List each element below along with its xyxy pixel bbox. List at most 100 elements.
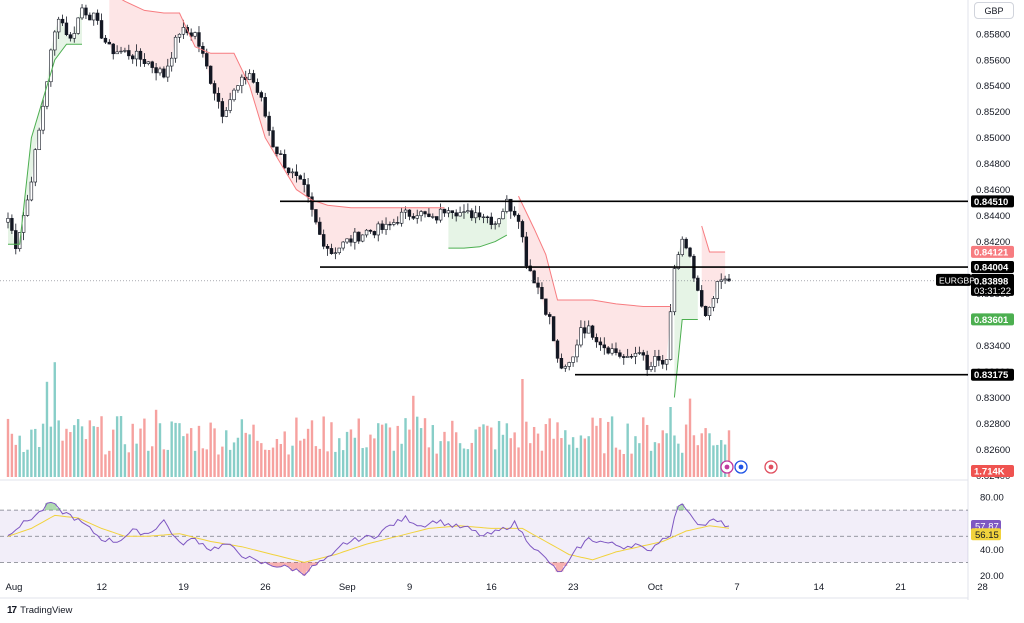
candle-body (524, 236, 529, 267)
volume-bar (575, 447, 579, 477)
volume-bar (291, 445, 294, 477)
volume-bar (345, 431, 349, 477)
candle-body (403, 209, 408, 213)
candle-body (111, 43, 115, 55)
candle-body (92, 12, 96, 21)
volume-bar (123, 444, 127, 477)
volume-bar (427, 447, 431, 477)
volume-bar (642, 417, 645, 477)
volume-bar (353, 437, 357, 477)
volume-bar (688, 398, 692, 477)
volume-bar (532, 426, 536, 477)
candle-body (333, 252, 338, 254)
candle-body (103, 37, 108, 43)
supertrend-up-fill (448, 199, 507, 249)
candle-body (614, 348, 618, 354)
volume-bar (84, 439, 88, 477)
price-label-text: 1.714K (974, 467, 1005, 478)
volume-bar (76, 419, 80, 477)
volume-bar (595, 425, 598, 477)
volume-bar (470, 442, 473, 477)
event-icons[interactable] (720, 460, 778, 474)
volume-bar (151, 446, 154, 477)
volume-bar (716, 444, 719, 477)
volume-bar (568, 444, 571, 477)
volume-bar (302, 438, 306, 477)
volume-bar (53, 362, 56, 477)
candle-body (446, 210, 451, 214)
candle-body (497, 218, 501, 225)
volume-bar (88, 420, 92, 477)
volume-bar (225, 430, 228, 477)
volume-bar (501, 434, 505, 477)
volume-bar (314, 446, 318, 477)
candle-body (633, 353, 638, 357)
volume-bar (622, 454, 625, 477)
candle-body (462, 211, 466, 213)
volume-bar (536, 433, 540, 477)
candle-body (318, 221, 322, 235)
volume-bar (30, 429, 33, 477)
volume-bar (525, 421, 528, 477)
volume-bar (143, 418, 146, 477)
volume-bar (540, 450, 544, 477)
candle-body (212, 83, 217, 94)
volume-bar (560, 438, 563, 477)
price-label-text: 0.84510 (974, 197, 1008, 208)
candle-body (337, 247, 341, 254)
candle-body (68, 34, 73, 39)
candle-body (680, 238, 684, 255)
volume-bar (657, 443, 661, 477)
volume-bar (271, 447, 275, 477)
candle-body (548, 314, 552, 317)
volume-bar (37, 446, 41, 477)
date-tick-label: 28 (977, 582, 988, 593)
candle-body (134, 50, 139, 60)
horizontal-levels[interactable] (0, 200, 968, 376)
volume-bar (349, 429, 353, 477)
volume-bar (22, 451, 25, 477)
volume-bar (275, 438, 279, 477)
volume-bar (720, 440, 723, 477)
volume-bar (197, 425, 201, 477)
price-label-box (971, 313, 1014, 326)
volume-bar (369, 434, 372, 477)
candle-body (251, 73, 256, 83)
candle-body (349, 238, 353, 243)
currency-selector[interactable]: GBP (974, 2, 1014, 19)
volume-bar (256, 440, 259, 477)
tradingview-logo[interactable]: 17 TradingView (7, 605, 72, 616)
date-tick-label: 19 (178, 582, 189, 593)
price-tick-label: 0.85200 (976, 107, 1010, 118)
date-tick-label: 26 (260, 582, 271, 593)
volume-bar (299, 440, 302, 477)
volume-bar (669, 407, 672, 477)
price-tick-label: 0.84800 (976, 159, 1010, 170)
volume-bar (392, 450, 396, 477)
volume-bar (419, 428, 423, 477)
volume-bar (279, 443, 283, 477)
volume-bar (614, 447, 618, 477)
volume-bar (603, 453, 606, 477)
candle-body (255, 82, 260, 93)
volume-bar (579, 435, 583, 477)
volume-bar (115, 416, 119, 477)
supertrend-down-line (121, 0, 445, 209)
candle-body (364, 229, 369, 236)
candle-body (325, 245, 330, 249)
candle-body (72, 33, 76, 39)
candle-body (138, 50, 143, 60)
candle-body (166, 65, 170, 78)
candle-body (672, 268, 677, 313)
chart-grid (0, 0, 969, 600)
candle-body (532, 270, 536, 284)
price-label-box (971, 273, 1014, 296)
candle-body (298, 175, 302, 180)
candle-body (571, 356, 575, 363)
volume-bar (665, 433, 668, 477)
price-label-text: 0.84121 (974, 247, 1009, 258)
candle-body (719, 279, 723, 282)
candle-body (275, 146, 279, 155)
candle-body (197, 32, 201, 47)
